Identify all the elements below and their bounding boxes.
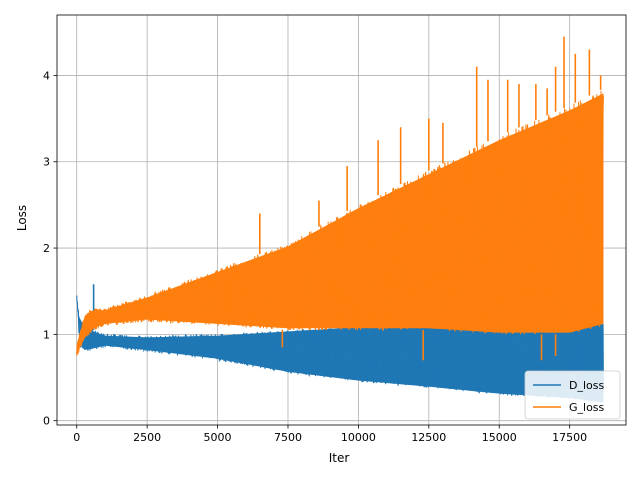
x-tick-label: 10000 xyxy=(341,431,376,444)
x-axis-label: Iter xyxy=(329,451,350,465)
legend-label-D_loss: D_loss xyxy=(569,379,604,392)
series-line-D_loss xyxy=(76,295,604,404)
axes: 0 2500 5000 7500 10000 12500 15000 17500 0 1 2 3 4 xyxy=(43,14,627,444)
y-tick-label: 0 xyxy=(43,415,50,428)
y-tick-label: 3 xyxy=(43,156,50,169)
x-tick-label: 0 xyxy=(73,431,80,444)
plot-area xyxy=(76,36,604,404)
x-tick-label: 5000 xyxy=(204,431,232,444)
y-tick-label: 2 xyxy=(43,242,50,255)
x-tick-label: 17500 xyxy=(552,431,587,444)
series-G_loss xyxy=(76,36,604,361)
x-tick-label: 2500 xyxy=(133,431,161,444)
y-axis-label: Loss xyxy=(15,205,29,231)
x-tick-label: 15000 xyxy=(482,431,517,444)
axes-frame xyxy=(56,14,627,426)
y-tick-label: 1 xyxy=(43,328,50,341)
legend: D_loss G_loss xyxy=(524,370,621,420)
series-line-G_loss xyxy=(76,90,604,356)
y-tick-label: 4 xyxy=(43,69,50,82)
x-tick-label: 12500 xyxy=(411,431,446,444)
legend-label-G_loss: G_loss xyxy=(569,401,605,414)
x-tick-label: 7500 xyxy=(274,431,302,444)
